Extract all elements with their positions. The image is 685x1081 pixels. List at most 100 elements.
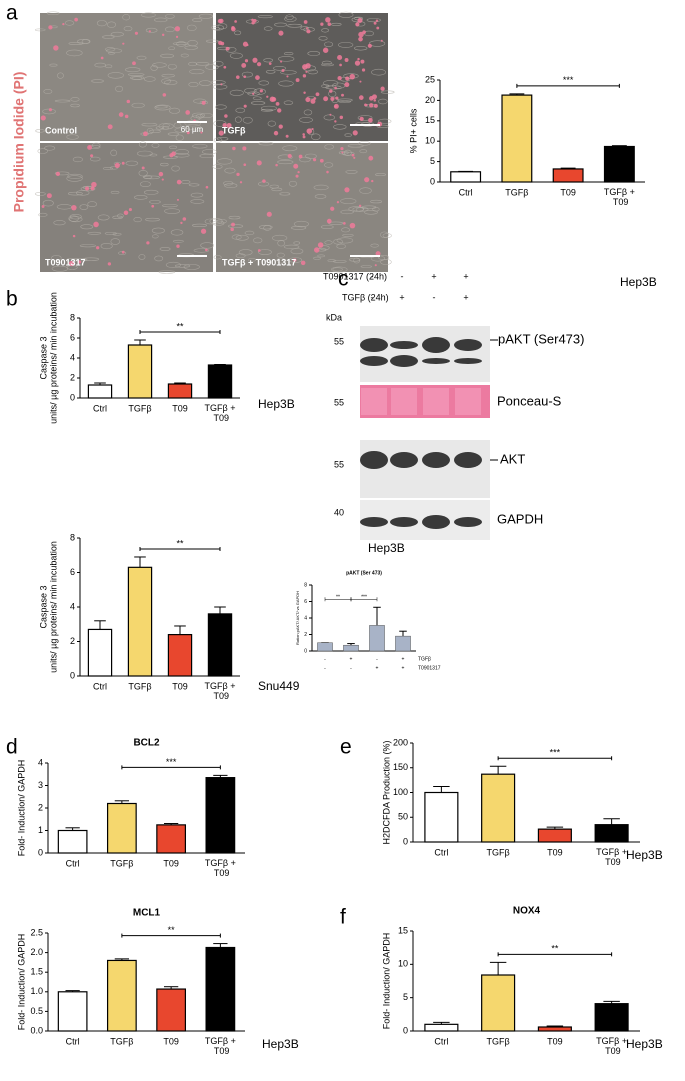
ponceau-lane	[391, 388, 417, 415]
cell	[125, 67, 141, 73]
cell	[151, 142, 160, 148]
cell	[212, 27, 220, 31]
y-tick-label: 15	[425, 115, 435, 125]
x-tick-label: T09	[547, 847, 563, 857]
cell	[165, 261, 181, 269]
cell	[263, 58, 274, 63]
pi-cell	[358, 204, 362, 208]
cell	[51, 255, 62, 261]
treatment-label: TGFβ (24h)	[342, 292, 389, 302]
cell	[366, 18, 381, 23]
pi-cell	[275, 163, 278, 167]
cell	[67, 173, 83, 179]
pi-cell	[55, 171, 61, 176]
y-tick-label: 4	[70, 352, 75, 362]
pi-cell	[369, 103, 374, 108]
bar	[603, 145, 635, 183]
micrograph	[40, 13, 213, 141]
cell	[159, 247, 171, 251]
bar	[207, 613, 233, 677]
cell	[169, 107, 180, 114]
band	[390, 517, 418, 527]
y-tick-label: 0	[403, 1025, 408, 1035]
cell	[149, 153, 158, 157]
pi-cell	[330, 206, 335, 211]
band	[454, 358, 482, 364]
cell	[100, 242, 113, 250]
treatment-label: T0901317 (24h)	[323, 271, 387, 281]
cell	[43, 89, 53, 94]
panel-label: b	[6, 288, 18, 311]
significance-label: ***	[166, 757, 177, 767]
cell	[317, 254, 326, 258]
pi-cell	[373, 21, 377, 25]
panel-label: f	[340, 906, 346, 929]
unit-label: kDa	[326, 312, 342, 322]
cell	[299, 156, 311, 163]
cell	[79, 244, 96, 248]
cell	[357, 115, 373, 121]
pi-cell	[278, 124, 283, 129]
cell	[260, 105, 277, 111]
pi-cell	[300, 260, 306, 266]
cell	[313, 256, 321, 260]
pi-cell	[218, 130, 224, 136]
y-tick-label: 2	[38, 802, 43, 812]
y-tick-label: 25	[425, 74, 435, 84]
pi-cell	[325, 17, 331, 23]
y-tick-label: 0	[38, 847, 43, 857]
pi-cell	[41, 205, 45, 208]
y-tick-label: 2	[70, 372, 75, 382]
band	[454, 339, 482, 351]
cell	[323, 79, 339, 87]
pi-cell	[107, 262, 112, 266]
chart-title: NOX4	[513, 906, 541, 917]
cell	[164, 208, 181, 214]
cell	[149, 199, 161, 204]
pi-cell	[371, 179, 374, 183]
y-tick-label: 8	[70, 312, 75, 322]
cell	[210, 80, 226, 85]
y-tick-label: 0	[70, 392, 75, 402]
pi-cell	[303, 20, 308, 24]
cell	[224, 167, 236, 174]
cell	[67, 191, 83, 196]
band	[390, 452, 418, 468]
chart: 0.0 0.5 1.0 1.5 2.0 2.5 Fold- Induction/ GAPDH…	[16, 908, 298, 1057]
cell	[44, 145, 56, 151]
x-tick-label: TGFβ	[487, 847, 510, 857]
ponceau-lane	[361, 388, 387, 415]
cell	[213, 255, 222, 260]
cell	[87, 231, 102, 235]
x-tick-label: TGFβ	[128, 681, 151, 691]
bar	[205, 946, 236, 1032]
bar	[106, 959, 137, 1032]
pi-cell	[266, 95, 269, 98]
pi-cell	[277, 108, 282, 113]
pi-cell	[275, 102, 280, 106]
y-axis-label: Caspase 3	[38, 585, 48, 628]
pi-cell	[339, 63, 342, 67]
x-tick-label: Ctrl	[459, 187, 473, 197]
ponceau-lane	[455, 388, 481, 415]
pi-cell	[380, 86, 385, 91]
pi-cell	[226, 122, 232, 129]
cell	[102, 167, 114, 170]
pi-cell	[121, 250, 125, 254]
y-tick-label: 0.0	[30, 1025, 43, 1035]
chart-title: MCL1	[133, 908, 161, 919]
significance-label: **	[168, 925, 176, 935]
y-tick-label: 0.5	[30, 1006, 43, 1016]
cell	[146, 127, 154, 135]
cell	[341, 227, 350, 233]
cell	[278, 80, 294, 87]
condition-label: TGFβ	[418, 656, 431, 662]
pi-cell	[365, 104, 368, 107]
pi-cell	[231, 222, 235, 227]
pi-cell	[244, 59, 249, 63]
cell	[318, 36, 328, 41]
cell	[247, 91, 260, 96]
cell	[244, 87, 257, 94]
cell	[288, 257, 303, 263]
